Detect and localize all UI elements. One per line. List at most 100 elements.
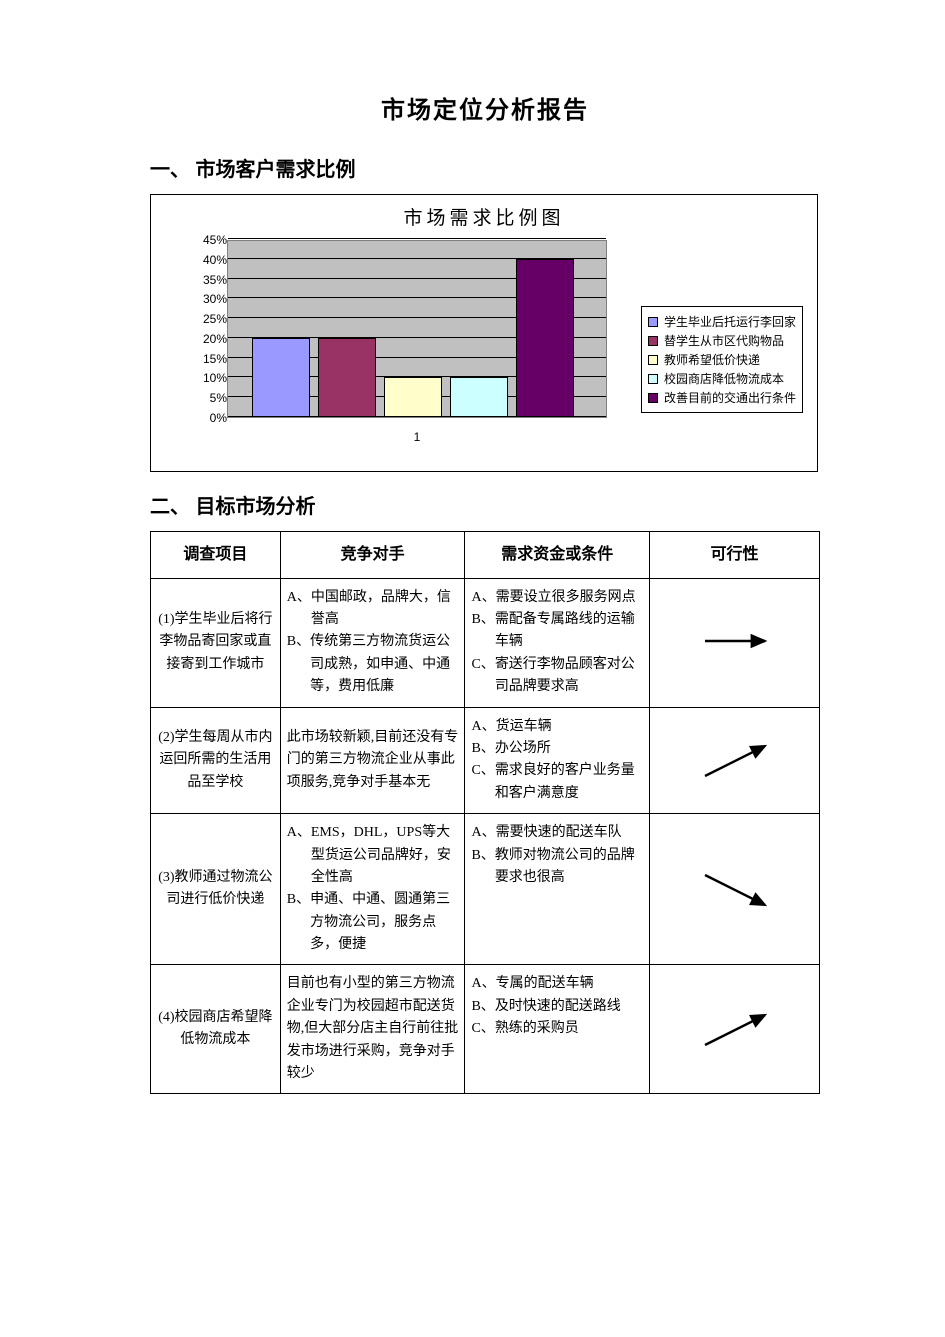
col-header-requirements: 需求资金或条件 <box>465 532 650 579</box>
arrow-up-icon <box>685 1007 785 1051</box>
legend-item: 改善目前的交通出行条件 <box>648 389 796 406</box>
col-header-survey: 调查项目 <box>151 532 281 579</box>
section-1-heading: 一、 市场客户需求比例 <box>150 153 820 182</box>
gridline <box>228 238 606 239</box>
table-row: (1)学生毕业后将行李物品寄回家或直接寄到工作城市A、中国邮政，品牌大，信誉高B… <box>151 578 820 707</box>
list-text: 货运车辆 <box>496 716 644 738</box>
legend-item: 替学生从市区代购物品 <box>648 332 796 349</box>
chart-bar <box>252 338 310 417</box>
table-row: (3)教师通过物流公司进行低价快递A、EMS，DHL，UPS等大型货运公司品牌好… <box>151 814 820 965</box>
ytick-label: 35% <box>195 273 227 287</box>
list-text: EMS，DHL，UPS等大型货运公司品牌好，安全性高 <box>311 822 459 889</box>
competitor-cell: 此市场较新颖,目前还没有专门的第三方物流企业从事此项服务,竞争对手基本无 <box>280 707 465 814</box>
chart-bar <box>384 377 442 417</box>
feasibility-cell <box>650 707 820 814</box>
list-label: A、 <box>287 822 311 889</box>
list-label: B、 <box>471 738 494 760</box>
legend-swatch <box>648 355 658 365</box>
chart-bar <box>450 377 508 417</box>
list-label: B、 <box>471 845 494 890</box>
legend-item: 教师希望低价快递 <box>648 351 796 368</box>
ytick-label: 25% <box>195 312 227 326</box>
ytick-label: 45% <box>195 233 227 247</box>
ytick-label: 30% <box>195 292 227 306</box>
ytick-label: 5% <box>195 391 227 405</box>
list-text: 办公场所 <box>495 738 643 760</box>
list-text: 熟练的采购员 <box>495 1018 643 1040</box>
list-label: A、 <box>471 822 495 844</box>
list-text: 寄送行李物品顾客对公司品牌要求高 <box>495 654 643 699</box>
list-label: C、 <box>471 1018 494 1040</box>
list-label: A、 <box>471 973 495 995</box>
list-text: 中国邮政，品牌大，信誉高 <box>311 587 459 632</box>
demand-chart: 市场需求比例图 1 学生毕业后托运行李回家替学生从市区代购物品教师希望低价快递校… <box>150 194 818 472</box>
list-text: 需要设立很多服务网点 <box>496 587 644 609</box>
legend-label: 改善目前的交通出行条件 <box>664 389 796 406</box>
analysis-table: 调查项目 竞争对手 需求资金或条件 可行性 (1)学生毕业后将行李物品寄回家或直… <box>150 531 820 1094</box>
list-label: B、 <box>287 889 310 956</box>
survey-cell: (2)学生每周从市内运回所需的生活用品至学校 <box>151 707 281 814</box>
list-text: 传统第三方物流货运公司成熟，如申通、中通等，费用低廉 <box>310 631 458 698</box>
list-label: A、 <box>287 587 311 632</box>
list-label: B、 <box>471 996 494 1018</box>
legend-label: 校园商店降低物流成本 <box>664 370 784 387</box>
page-title: 市场定位分析报告 <box>150 90 820 125</box>
chart-bar <box>516 259 574 417</box>
list-text: 需配备专属路线的运输车辆 <box>495 609 643 654</box>
arrow-down-icon <box>685 867 785 911</box>
list-text: 需求良好的客户业务量和客户满意度 <box>495 760 643 805</box>
list-text: 专属的配送车辆 <box>496 973 644 995</box>
list-label: B、 <box>287 631 310 698</box>
survey-cell: (3)教师通过物流公司进行低价快递 <box>151 814 281 965</box>
chart-title: 市场需求比例图 <box>151 195 817 234</box>
ytick-label: 10% <box>195 371 227 385</box>
list-label: A、 <box>471 716 495 738</box>
requirement-cell: A、需要设立很多服务网点B、需配备专属路线的运输车辆C、寄送行李物品顾客对公司品… <box>465 578 650 707</box>
competitor-cell: A、EMS，DHL，UPS等大型货运公司品牌好，安全性高B、申通、中通、圆通第三… <box>280 814 465 965</box>
ytick-label: 15% <box>195 352 227 366</box>
requirement-cell: A、专属的配送车辆B、及时快速的配送路线C、熟练的采购员 <box>465 965 650 1094</box>
arrow-flat-icon <box>685 621 785 665</box>
feasibility-cell <box>650 965 820 1094</box>
feasibility-cell <box>650 578 820 707</box>
legend-swatch <box>648 393 658 403</box>
requirement-cell: A、需要快速的配送车队B、教师对物流公司的品牌要求也很高 <box>465 814 650 965</box>
chart-bar <box>318 338 376 417</box>
table-header-row: 调查项目 竞争对手 需求资金或条件 可行性 <box>151 532 820 579</box>
requirement-cell: A、货运车辆B、办公场所C、需求良好的客户业务量和客户满意度 <box>465 707 650 814</box>
ytick-label: 40% <box>195 253 227 267</box>
col-header-feasibility: 可行性 <box>650 532 820 579</box>
competitor-cell: A、中国邮政，品牌大，信誉高B、传统第三方物流货运公司成熟，如申通、中通等，费用… <box>280 578 465 707</box>
survey-cell: (4)校园商店希望降低物流成本 <box>151 965 281 1094</box>
chart-x-label: 1 <box>227 430 607 444</box>
legend-swatch <box>648 336 658 346</box>
feasibility-cell <box>650 814 820 965</box>
legend-item: 学生毕业后托运行李回家 <box>648 313 796 330</box>
arrow-up-icon <box>685 738 785 782</box>
table-row: (4)校园商店希望降低物流成本目前也有小型的第三方物流企业专门为校园超市配送货物… <box>151 965 820 1094</box>
list-label: C、 <box>471 760 494 805</box>
competitor-cell: 目前也有小型的第三方物流企业专门为校园超市配送货物,但大部分店主自行前往批发市场… <box>280 965 465 1094</box>
list-label: B、 <box>471 609 494 654</box>
legend-label: 教师希望低价快递 <box>664 351 760 368</box>
chart-body: 1 学生毕业后托运行李回家替学生从市区代购物品教师希望低价快递校园商店降低物流成… <box>151 234 817 468</box>
list-label: C、 <box>471 654 494 699</box>
section-2-heading: 二、 目标市场分析 <box>150 490 820 519</box>
legend-label: 替学生从市区代购物品 <box>664 332 784 349</box>
ytick-label: 20% <box>195 332 227 346</box>
legend-swatch <box>648 374 658 384</box>
survey-cell: (1)学生毕业后将行李物品寄回家或直接寄到工作城市 <box>151 578 281 707</box>
table-row: (2)学生每周从市内运回所需的生活用品至学校此市场较新颖,目前还没有专门的第三方… <box>151 707 820 814</box>
ytick-label: 0% <box>195 411 227 425</box>
list-text: 及时快速的配送路线 <box>495 996 643 1018</box>
legend-label: 学生毕业后托运行李回家 <box>664 313 796 330</box>
chart-legend: 学生毕业后托运行李回家替学生从市区代购物品教师希望低价快递校园商店降低物流成本改… <box>641 306 803 413</box>
legend-swatch <box>648 317 658 327</box>
col-header-competitors: 竞争对手 <box>280 532 465 579</box>
list-text: 教师对物流公司的品牌要求也很高 <box>495 845 643 890</box>
legend-item: 校园商店降低物流成本 <box>648 370 796 387</box>
list-label: A、 <box>471 587 495 609</box>
plot-area <box>227 240 607 418</box>
list-text: 申通、中通、圆通第三方物流公司，服务点多，便捷 <box>310 889 458 956</box>
list-text: 需要快速的配送车队 <box>496 822 644 844</box>
